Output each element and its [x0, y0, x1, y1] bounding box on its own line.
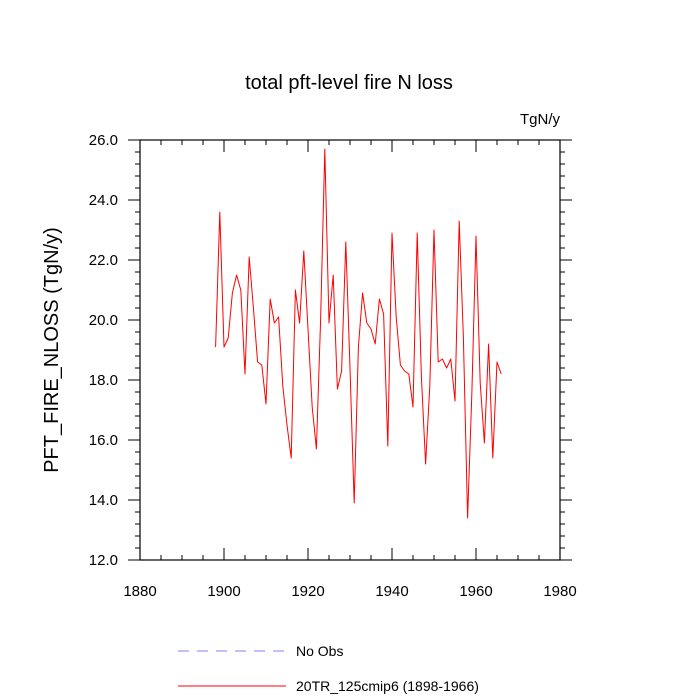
legend-label-0: No Obs: [296, 643, 343, 659]
x-tick-label: 1900: [207, 583, 240, 600]
y-tick-label: 18.0: [89, 372, 118, 389]
legend-label-1: 20TR_125cmip6 (1898-1966): [296, 678, 479, 694]
y-tick-label: 22.0: [89, 252, 118, 269]
y-tick-label: 26.0: [89, 132, 118, 149]
x-tick-label: 1920: [291, 583, 324, 600]
legend: No Obs 20TR_125cmip6 (1898-1966): [178, 643, 479, 694]
x-tick-label: 1960: [459, 583, 492, 600]
plot-frame: [139, 139, 561, 561]
y-tick-label: 16.0: [89, 432, 118, 449]
y-tick-label: 14.0: [89, 492, 118, 509]
y-axis-label: PFT_FIRE_NLOSS (TgN/y): [41, 227, 63, 473]
units-label: TgN/y: [520, 111, 561, 128]
series-line-0: [215, 148, 502, 519]
y-tick-label: 12.0: [89, 552, 118, 569]
x-tick-label: 1940: [375, 583, 408, 600]
y-tick-label: 24.0: [89, 192, 118, 209]
x-tick-label: 1880: [123, 583, 156, 600]
chart-title: total pft-level fire N loss: [245, 72, 453, 94]
plot-area: 1880 1900 1920 1940 1960 1980 12.0 14.0 16.0 18.0…: [89, 132, 577, 600]
y-tick-label: 20.0: [89, 312, 118, 329]
x-tick-label: 1980: [543, 583, 576, 600]
